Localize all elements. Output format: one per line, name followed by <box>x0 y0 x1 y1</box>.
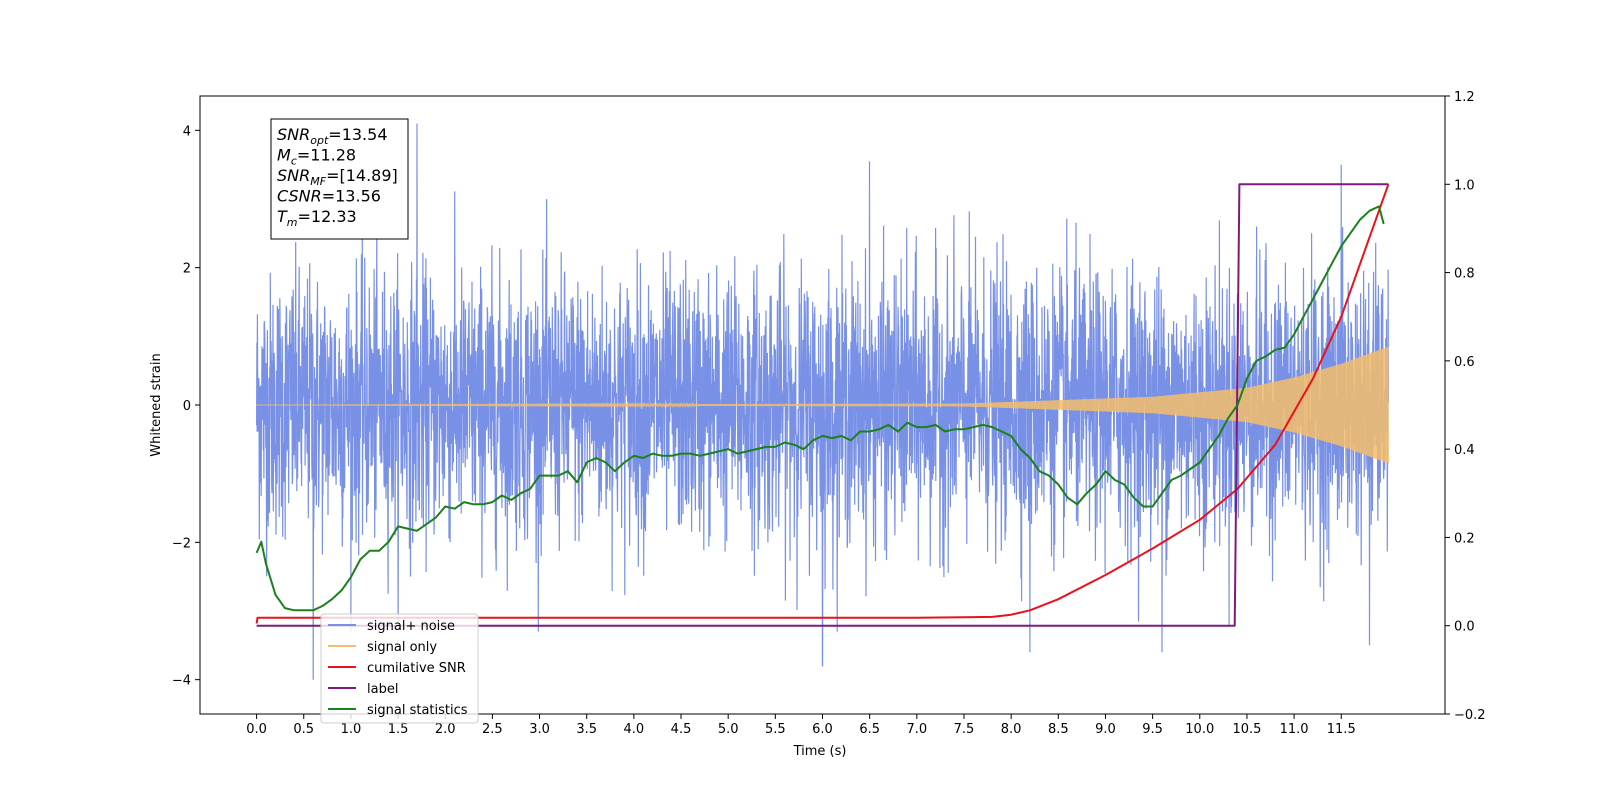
legend-label: signal statistics <box>367 703 468 718</box>
x-tick-label: 8.0 <box>1001 722 1022 737</box>
x-tick-label: 2.0 <box>435 722 456 737</box>
annotation-line: Tm=12.33 <box>277 207 357 229</box>
x-axis: 0.0 0.5 1.0 1.5 2.0 2.5 3.0 3.5 4.0 4.5 5.0 5.5 6.0 6… <box>246 714 1356 737</box>
x-tick-label: 7.0 <box>906 722 927 737</box>
x-tick-label: 10.5 <box>1232 722 1261 737</box>
x-tick-label: 11.5 <box>1327 722 1356 737</box>
y2-tick-label: 1.0 <box>1454 178 1475 193</box>
x-tick-label: 1.5 <box>388 722 409 737</box>
y-tick-label: 2 <box>183 262 191 277</box>
annotation-box: SNRopt=13.54Mc=11.28SNRMF=[14.89]CSNR=13… <box>270 118 409 240</box>
x-tick-label: 1.0 <box>341 722 362 737</box>
x-tick-label: 8.5 <box>1048 722 1069 737</box>
y-tick-label: 0 <box>183 399 191 414</box>
y-tick-label: 4 <box>183 124 191 139</box>
x-tick-label: 3.5 <box>576 722 597 737</box>
series-layer <box>255 123 1390 680</box>
legend-label: label <box>367 682 398 697</box>
x-tick-label: 11.0 <box>1280 722 1309 737</box>
annotation-line: Mc=11.28 <box>277 146 356 168</box>
y-axis-right: 1.2 1.0 0.8 0.6 0.4 0.2 0.0 −0.2 <box>1445 90 1486 723</box>
x-tick-label: 4.0 <box>624 722 645 737</box>
annotation-line: CSNR=13.56 <box>277 187 381 206</box>
y-axis-label: Whitened strain <box>149 353 164 456</box>
y-tick-label: −2 <box>172 536 191 551</box>
y2-tick-label: 0.8 <box>1454 267 1475 282</box>
x-axis-label: Time (s) <box>793 744 847 759</box>
x-tick-label: 3.0 <box>529 722 550 737</box>
series-cumulative-snr <box>255 183 1390 624</box>
x-tick-label: 5.0 <box>718 722 739 737</box>
series-signal-only <box>256 346 1389 464</box>
x-tick-label: 2.5 <box>482 722 503 737</box>
series-signal-noise <box>256 123 1389 680</box>
x-tick-label: 10.0 <box>1185 722 1214 737</box>
y-axis-left: 4 2 0 −2 −4 <box>172 124 200 689</box>
y2-tick-label: −0.2 <box>1454 708 1486 723</box>
series-signal-statistics <box>255 205 1385 612</box>
legend-frame <box>320 613 479 724</box>
x-tick-label: 0.5 <box>293 722 314 737</box>
x-tick-label: 7.5 <box>954 722 975 737</box>
annotation-line: SNRopt=13.54 <box>277 125 388 147</box>
legend-label: signal only <box>367 640 437 655</box>
y2-tick-label: 0.6 <box>1454 355 1475 370</box>
y-tick-label: −4 <box>172 674 191 689</box>
x-tick-label: 6.0 <box>812 722 833 737</box>
y2-tick-label: 0.2 <box>1454 531 1475 546</box>
legend-label: cumilative SNR <box>367 661 466 676</box>
x-tick-label: 4.5 <box>671 722 692 737</box>
x-tick-label: 0.0 <box>246 722 267 737</box>
annotation-frame <box>270 118 409 240</box>
y2-tick-label: 1.2 <box>1454 90 1475 105</box>
x-tick-label: 6.5 <box>859 722 880 737</box>
x-tick-label: 9.0 <box>1095 722 1116 737</box>
legend-label: signal+ noise <box>367 619 455 634</box>
annotation-lines: SNRopt=13.54Mc=11.28SNRMF=[14.89]CSNR=13… <box>277 125 398 229</box>
annotation-line: SNRMF=[14.89] <box>277 166 398 188</box>
y2-tick-label: 0.4 <box>1454 443 1475 458</box>
x-tick-label: 5.5 <box>765 722 786 737</box>
legend: signal+ noise signal only cumilative SNR la… <box>320 613 479 724</box>
x-tick-label: 9.5 <box>1142 722 1163 737</box>
y2-tick-label: 0.0 <box>1454 620 1475 635</box>
legend-entries: signal+ noise signal only cumilative SNR la… <box>328 619 468 718</box>
